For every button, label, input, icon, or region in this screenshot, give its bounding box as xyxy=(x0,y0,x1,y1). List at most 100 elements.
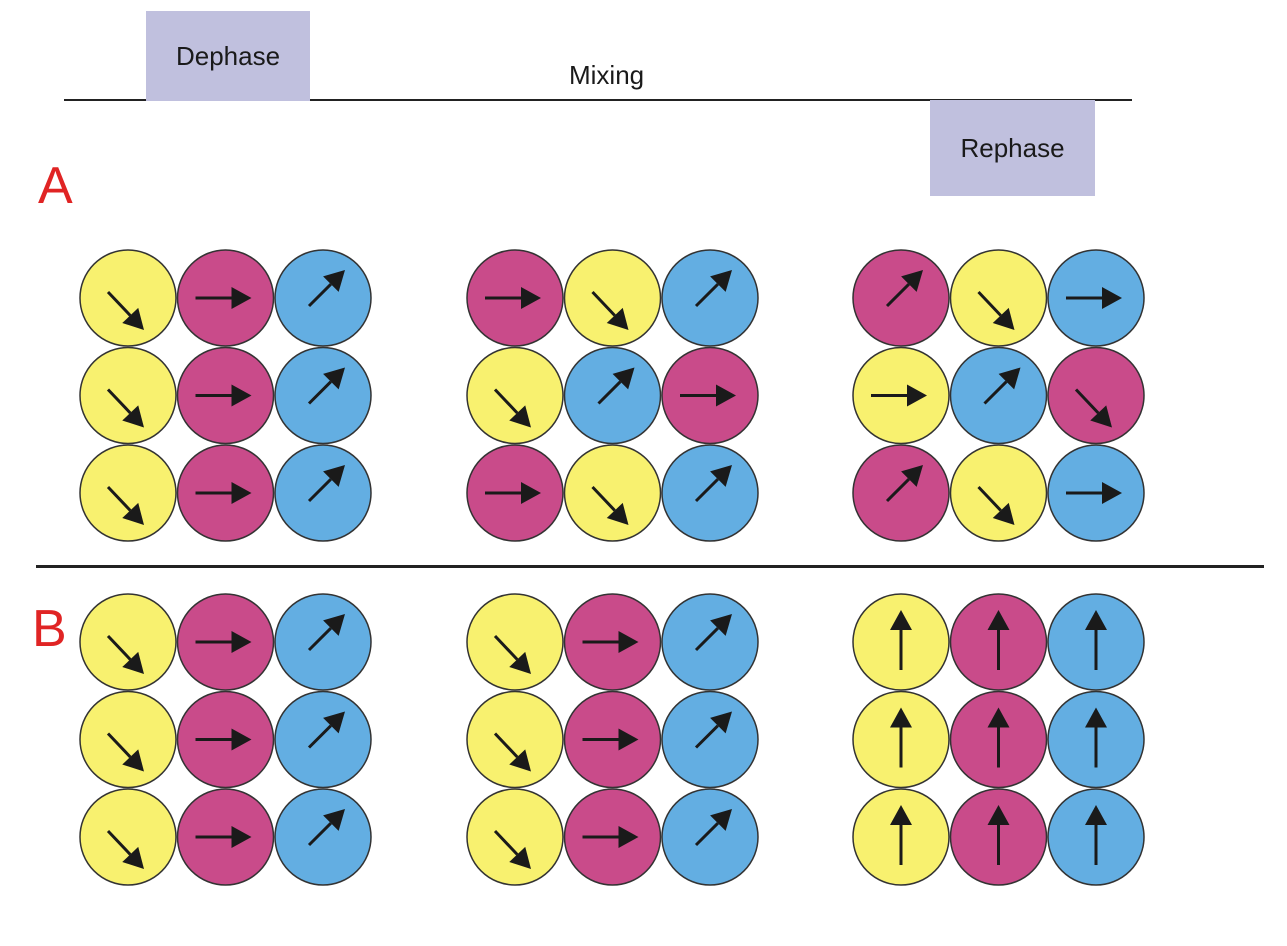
spin-circle xyxy=(661,444,759,542)
spin-circle xyxy=(949,788,1048,886)
spin-arrow-shaft xyxy=(977,290,1002,317)
spin-disc xyxy=(661,788,759,886)
spin-arrow-head xyxy=(710,614,732,636)
spin-grid xyxy=(79,249,372,542)
panel-a-label: A xyxy=(38,157,73,215)
spin-circle xyxy=(466,690,564,789)
spin-arrow-shaft xyxy=(977,485,1002,512)
spin-arrow-head xyxy=(231,384,252,407)
spin-circle xyxy=(176,249,275,347)
spin-arrow-head xyxy=(231,826,252,848)
spin-arrow-head xyxy=(987,707,1010,728)
spin-arrow-head xyxy=(122,651,144,674)
spin-circle xyxy=(274,690,372,789)
spin-arrow-head xyxy=(323,711,345,734)
spin-circle xyxy=(949,346,1048,445)
spin-arrow-head xyxy=(231,287,252,309)
spin-circle xyxy=(949,593,1048,691)
spin-arrow-head xyxy=(323,465,345,487)
dephase-label: Dephase xyxy=(175,40,281,71)
spin-circle xyxy=(661,788,759,886)
spin-disc xyxy=(79,593,177,691)
spin-arrow-shaft xyxy=(1074,388,1100,415)
spin-disc xyxy=(661,593,759,691)
spin-disc xyxy=(274,346,372,445)
spin-disc xyxy=(852,444,950,542)
spin-arrow-head xyxy=(606,502,629,525)
spin-circle xyxy=(563,593,662,691)
spin-arrow-head xyxy=(509,749,531,772)
spin-circle xyxy=(176,346,275,445)
spin-disc xyxy=(563,249,662,347)
spin-circle xyxy=(563,249,662,347)
spin-circle xyxy=(466,346,564,445)
spin-arrow-shaft xyxy=(106,388,132,415)
spin-grid xyxy=(466,249,759,542)
spin-arrow-shaft xyxy=(694,822,719,847)
spin-arrow-shaft xyxy=(597,380,622,405)
spin-arrow-shaft xyxy=(694,478,719,503)
spin-arrow-head xyxy=(1102,482,1122,504)
spin-circle xyxy=(1047,249,1145,347)
spin-circle xyxy=(661,249,759,347)
spin-arrow-head xyxy=(987,610,1010,630)
spin-disc xyxy=(79,444,177,542)
spin-circle xyxy=(79,593,177,691)
spin-arrow-head xyxy=(618,728,639,751)
spin-arrow-head xyxy=(1102,287,1122,309)
spin-circle xyxy=(466,444,564,542)
spin-circle xyxy=(852,249,950,347)
spin-disc xyxy=(949,249,1048,347)
spin-arrow-shaft xyxy=(307,627,332,652)
spin-arrow-head xyxy=(716,384,736,407)
spin-arrow-shaft xyxy=(106,829,132,856)
spin-circle xyxy=(852,593,950,691)
spin-arrow-head xyxy=(992,502,1015,525)
spin-arrow-head xyxy=(1085,610,1107,630)
spin-disc xyxy=(466,593,564,691)
spin-circle xyxy=(274,444,372,542)
spin-arrow-head xyxy=(521,287,541,309)
spin-arrow-head xyxy=(1090,405,1112,428)
spin-arrow-head xyxy=(618,631,639,653)
spin-arrow-head xyxy=(992,307,1015,330)
spin-arrow-shaft xyxy=(106,290,132,317)
spin-circle xyxy=(176,690,275,789)
spin-disc xyxy=(274,444,372,542)
spin-arrow-head xyxy=(710,270,732,292)
rephase-label: Rephase xyxy=(960,132,1065,163)
spin-arrow-shaft xyxy=(307,724,332,749)
spin-arrow-shaft xyxy=(307,822,332,847)
spin-circle xyxy=(852,444,950,542)
spin-circle xyxy=(852,788,950,886)
spin-arrow-head xyxy=(122,405,144,428)
spin-arrow-head xyxy=(987,805,1010,825)
spin-circle xyxy=(79,690,177,789)
spin-circle xyxy=(79,346,177,445)
spin-arrow-shaft xyxy=(307,380,332,405)
spin-arrow-head xyxy=(890,805,912,825)
spin-circle xyxy=(949,690,1048,789)
spin-arrow-head xyxy=(1085,805,1107,825)
spin-circle xyxy=(274,346,372,445)
spin-circle xyxy=(176,444,275,542)
spin-circle xyxy=(1047,593,1145,691)
spin-disc xyxy=(79,249,177,347)
spin-circle xyxy=(563,444,662,542)
spin-arrow-shaft xyxy=(591,485,616,512)
sequence-baseline xyxy=(64,99,1132,101)
spin-arrow-head xyxy=(890,610,912,630)
spin-disc xyxy=(661,444,759,542)
spin-arrow-shaft xyxy=(885,283,910,308)
spin-arrow-shaft xyxy=(591,290,616,317)
spin-circle xyxy=(1047,788,1145,886)
spin-circle xyxy=(466,249,564,347)
spin-disc xyxy=(79,788,177,886)
spin-arrow-head xyxy=(710,711,732,734)
spin-grid xyxy=(79,593,372,886)
spin-disc xyxy=(274,788,372,886)
spin-arrow-head xyxy=(710,809,732,831)
panel-separator xyxy=(36,565,1264,568)
spin-disc xyxy=(852,249,950,347)
dephase-pulse-box: Dephase xyxy=(146,11,310,101)
